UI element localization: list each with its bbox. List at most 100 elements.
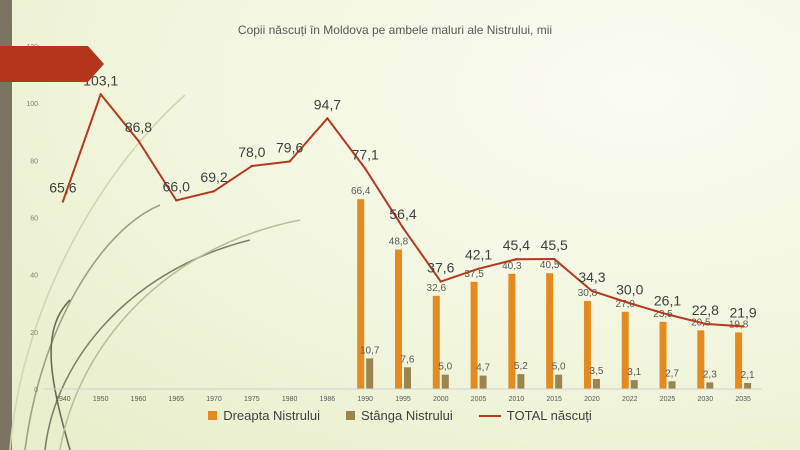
bar-dreapta bbox=[659, 321, 667, 389]
bar-stanga bbox=[630, 380, 638, 389]
bar-dreapta bbox=[735, 332, 743, 389]
bar-stanga bbox=[592, 378, 600, 389]
legend-item-stanga: Stânga Nistrului bbox=[346, 408, 453, 423]
total-data-label: 34,3 bbox=[578, 269, 605, 285]
x-tick-label: 2015 bbox=[546, 396, 562, 403]
bar-label-stanga: 5,0 bbox=[438, 362, 452, 373]
total-data-label: 77,1 bbox=[352, 147, 379, 163]
total-point bbox=[552, 257, 556, 261]
x-tick-label: 2000 bbox=[433, 396, 449, 403]
total-data-label: 65,6 bbox=[49, 179, 76, 195]
bar-dreapta bbox=[697, 330, 705, 389]
bar-stanga bbox=[441, 374, 449, 389]
legend-swatch-stanga bbox=[346, 411, 356, 420]
legend-label-dreapta: Dreapta Nistrului bbox=[223, 408, 321, 423]
bar-label-stanga: 5,2 bbox=[514, 361, 528, 372]
x-tick-label: 1986 bbox=[320, 396, 336, 403]
total-point bbox=[439, 280, 442, 283]
legend-item-dreapta: Dreapta Nistrului bbox=[208, 408, 320, 423]
bar-label-stanga: 10,7 bbox=[360, 345, 380, 356]
chart-title: Copii născuți în Moldova pe ambele malur… bbox=[238, 23, 552, 37]
series-stanga-bars: 10,7 7,6 5,0 4,7 5,2 5,0 3,5 3,1 2,7 2,3 2,1 bbox=[360, 345, 755, 389]
legend-swatch-dreapta bbox=[208, 411, 218, 420]
total-point bbox=[666, 313, 669, 316]
x-tick-label: 2020 bbox=[584, 396, 600, 403]
total-data-label: 78,0 bbox=[238, 144, 265, 160]
total-point bbox=[515, 258, 518, 261]
bar-label-stanga: 3,1 bbox=[627, 367, 641, 378]
y-tick-label: 100 bbox=[26, 101, 38, 108]
bar-label-stanga: 2,1 bbox=[741, 370, 755, 381]
bar-label-dreapta: 40,3 bbox=[502, 261, 522, 272]
total-data-label: 45,4 bbox=[503, 237, 530, 253]
total-data-label: 45,5 bbox=[541, 237, 568, 253]
legend-item-total: TOTAL născuți bbox=[478, 408, 592, 423]
x-tick-label: 1995 bbox=[395, 396, 411, 403]
total-point bbox=[477, 267, 480, 270]
x-tick-label: 2005 bbox=[471, 396, 487, 403]
total-data-label: 94,7 bbox=[314, 96, 341, 112]
total-point bbox=[704, 322, 707, 326]
total-data-label: 30,0 bbox=[616, 281, 643, 297]
x-tick-label: 2035 bbox=[735, 396, 751, 403]
bar-label-dreapta: 30,8 bbox=[578, 288, 598, 299]
total-point bbox=[741, 325, 745, 328]
total-data-label: 79,6 bbox=[276, 139, 303, 155]
bar-stanga bbox=[479, 375, 487, 389]
x-tick-label: 2025 bbox=[660, 396, 676, 403]
bar-dreapta bbox=[357, 199, 365, 389]
bar-label-stanga: 2,7 bbox=[665, 368, 679, 379]
total-data-label: 56,4 bbox=[389, 206, 416, 222]
total-point bbox=[137, 139, 140, 143]
bar-label-dreapta: 40,5 bbox=[540, 260, 560, 271]
total-data-label: 37,6 bbox=[427, 260, 454, 276]
bar-dreapta bbox=[546, 273, 554, 389]
bar-stanga bbox=[517, 374, 525, 389]
total-data-label: 42,1 bbox=[465, 247, 492, 263]
bar-dreapta bbox=[508, 273, 516, 389]
y-tick-label: 40 bbox=[30, 273, 38, 280]
total-point bbox=[590, 289, 594, 293]
bar-dreapta bbox=[432, 295, 440, 389]
y-tick-label: 80 bbox=[30, 158, 38, 165]
total-data-label: 26,1 bbox=[654, 292, 681, 308]
x-tick-label: 1970 bbox=[206, 396, 222, 403]
x-tick-label: 1990 bbox=[357, 396, 373, 403]
total-data-label: 21,9 bbox=[729, 304, 756, 320]
total-point bbox=[326, 117, 329, 120]
total-point bbox=[364, 167, 367, 170]
y-tick-label: 20 bbox=[30, 330, 38, 337]
total-point bbox=[175, 199, 178, 202]
accent-arrow-shape bbox=[0, 46, 104, 82]
bar-label-dreapta: 32,6 bbox=[427, 283, 447, 294]
bar-label-stanga: 4,7 bbox=[476, 363, 490, 374]
legend: Dreapta Nistrului Stânga Nistrului TOTAL… bbox=[0, 408, 800, 423]
bar-label-stanga: 2,3 bbox=[703, 369, 717, 380]
y-tick-label: 60 bbox=[30, 216, 38, 223]
y-axis: 020406080100120 bbox=[26, 44, 38, 394]
x-tick-label: 1980 bbox=[282, 396, 298, 403]
bar-dreapta bbox=[395, 249, 402, 389]
bar-label-stanga: 3,5 bbox=[589, 366, 603, 377]
decorative-curves bbox=[9, 94, 301, 450]
bar-dreapta bbox=[583, 300, 591, 389]
x-tick-label: 1975 bbox=[244, 396, 260, 403]
bar-label-dreapta: 37,5 bbox=[464, 269, 484, 280]
bar-label-dreapta: 66,4 bbox=[351, 186, 371, 197]
bar-stanga bbox=[744, 382, 752, 389]
total-point bbox=[288, 160, 291, 163]
x-tick-label: 2010 bbox=[509, 396, 525, 403]
legend-swatch-total bbox=[478, 414, 501, 417]
bar-stanga bbox=[555, 374, 563, 389]
x-tick-label: 2030 bbox=[698, 396, 714, 403]
x-tick-label: 1960 bbox=[131, 396, 147, 403]
total-data-label: 22,8 bbox=[692, 302, 719, 318]
x-tick-label: 1940 bbox=[55, 396, 71, 403]
bar-label-stanga: 7,6 bbox=[401, 354, 415, 365]
bar-stanga bbox=[366, 358, 374, 389]
bar-stanga bbox=[404, 367, 411, 389]
bar-label-dreapta: 27,0 bbox=[616, 299, 636, 310]
total-point bbox=[628, 302, 631, 305]
